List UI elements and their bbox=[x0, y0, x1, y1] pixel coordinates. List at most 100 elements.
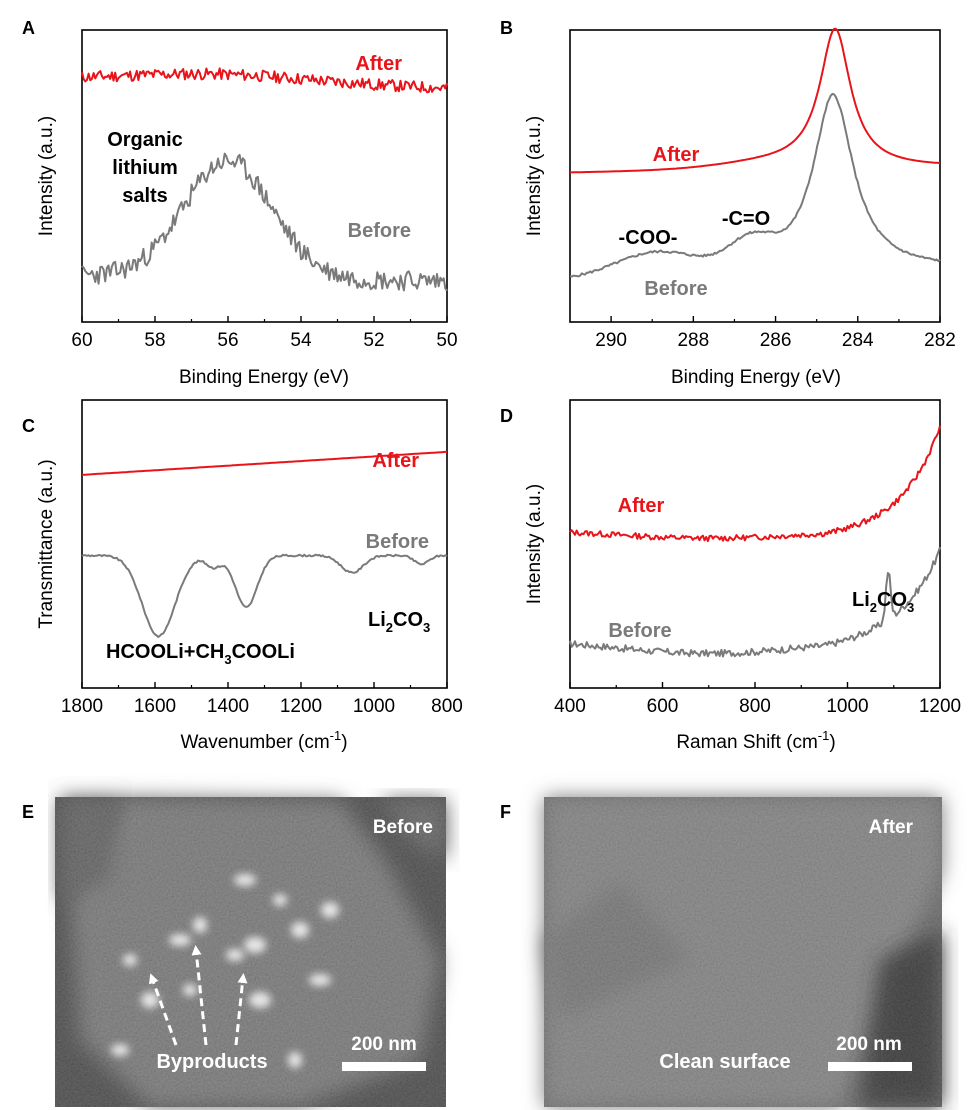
x-axis-label-text: Wavenumber (cm bbox=[180, 732, 329, 753]
series-after-line bbox=[570, 27, 941, 174]
arrow bbox=[148, 973, 178, 1046]
panel-e: E Before Byproducts 200 nm bbox=[22, 797, 446, 1107]
series-before-line bbox=[569, 92, 941, 278]
x-axis-label-sup: -1 bbox=[818, 728, 830, 743]
x-axis-label-text: Raman Shift (cm bbox=[676, 732, 817, 753]
series-before-label: Before bbox=[608, 620, 671, 642]
ann-text: Li bbox=[852, 589, 870, 611]
x-tick-label: 1200 bbox=[280, 696, 322, 717]
panel-f: F After Clean surface 200 nm bbox=[500, 797, 942, 1107]
scalebar bbox=[342, 1062, 426, 1071]
series-before-label: Before bbox=[366, 531, 429, 553]
byproduct-particle bbox=[249, 992, 271, 1008]
annotation-li2co3: Li2CO3 bbox=[852, 589, 914, 615]
ann-sub: 3 bbox=[423, 620, 430, 635]
scalebar bbox=[828, 1062, 912, 1071]
series-after-line bbox=[81, 67, 448, 94]
clean-surface-label: Clean surface bbox=[659, 1051, 790, 1073]
byproduct-particle bbox=[123, 954, 137, 966]
x-tick-label: 1200 bbox=[919, 696, 961, 717]
panel-a: A 60 58 56 54 52 50 Binding Energy (eV) Inten… bbox=[22, 18, 458, 388]
series-after-line bbox=[569, 425, 941, 543]
series-after-label: After bbox=[653, 144, 700, 166]
x-tick-label: 1600 bbox=[134, 696, 176, 717]
series-before-label: Before bbox=[348, 220, 411, 242]
image-label: Before bbox=[373, 817, 433, 838]
x-axis-label: Wavenumber (cm-1) bbox=[180, 728, 347, 753]
byproduct-particle bbox=[141, 992, 159, 1008]
annotation-line: Organic bbox=[107, 129, 183, 151]
panel-b: B 290 288 286 284 282 Binding Energy (eV) In… bbox=[500, 18, 956, 388]
ann-sub: 3 bbox=[224, 652, 231, 667]
ann-mid: CO bbox=[877, 589, 907, 611]
annotation-co: -C=O bbox=[722, 208, 770, 230]
byproduct-particle bbox=[309, 974, 331, 986]
ann-sub: 2 bbox=[386, 620, 393, 635]
panel-letter: F bbox=[500, 802, 511, 822]
series-after-label: After bbox=[355, 53, 402, 75]
annotation-line: lithium bbox=[112, 157, 178, 179]
arrow bbox=[234, 973, 248, 1046]
x-axis-label-end: ) bbox=[829, 732, 835, 753]
y-axis-label: Intensity (a.u.) bbox=[36, 116, 57, 236]
x-tick-label: 60 bbox=[71, 330, 92, 351]
byproduct-particle bbox=[288, 1052, 302, 1068]
plot-frame bbox=[569, 29, 941, 323]
x-tick-label: 1000 bbox=[353, 696, 395, 717]
x-tick-label: 1000 bbox=[826, 696, 868, 717]
x-tick-label: 282 bbox=[924, 330, 956, 351]
x-tick-label: 284 bbox=[842, 330, 874, 351]
ann-mid: CO bbox=[393, 609, 423, 631]
panel-letter: D bbox=[500, 406, 513, 426]
annotation-line: salts bbox=[122, 185, 168, 207]
x-tick-label: 58 bbox=[144, 330, 165, 351]
x-tick-label: 52 bbox=[363, 330, 384, 351]
panel-c: C 1800 1600 1400 1200 1000 800 Wavenumber (cm… bbox=[22, 399, 463, 753]
x-ticks: 400 600 800 1000 1200 bbox=[554, 682, 961, 717]
series-after-label: After bbox=[618, 495, 665, 517]
x-axis-label: Raman Shift (cm-1) bbox=[676, 728, 835, 753]
annotation-formates: HCOOLi+CH3COOLi bbox=[106, 641, 295, 667]
panel-letter: C bbox=[22, 416, 35, 436]
ann-text: HCOOLi+CH bbox=[106, 641, 224, 663]
arrow bbox=[191, 945, 208, 1046]
series-after-line bbox=[81, 450, 448, 476]
byproducts-label: Byproducts bbox=[156, 1051, 267, 1073]
x-tick-label: 1800 bbox=[61, 696, 103, 717]
x-ticks: 290 288 286 284 282 bbox=[595, 316, 956, 351]
series-before-label: Before bbox=[644, 278, 707, 300]
scalebar-label: 200 nm bbox=[351, 1034, 416, 1055]
x-axis-label-end: ) bbox=[341, 732, 347, 753]
byproduct-particle bbox=[193, 917, 207, 933]
x-tick-label: 290 bbox=[595, 330, 627, 351]
x-axis-label: Binding Energy (eV) bbox=[671, 367, 841, 388]
x-tick-label: 1400 bbox=[207, 696, 249, 717]
y-axis-label: Intensity (a.u.) bbox=[524, 116, 545, 236]
panel-letter: A bbox=[22, 18, 35, 38]
series-before-line bbox=[81, 553, 448, 638]
ann-sub: 3 bbox=[907, 600, 914, 615]
x-tick-label: 400 bbox=[554, 696, 586, 717]
x-tick-label: 56 bbox=[217, 330, 238, 351]
series-before-line bbox=[81, 152, 448, 292]
x-tick-label: 54 bbox=[290, 330, 312, 351]
ann-text: Li bbox=[368, 609, 386, 631]
x-ticks: 60 58 56 54 52 50 bbox=[71, 316, 458, 351]
sem-image-before bbox=[55, 797, 446, 1107]
x-tick-label: 600 bbox=[647, 696, 679, 717]
annotation-coo: -COO- bbox=[619, 227, 678, 249]
x-tick-label: 50 bbox=[436, 330, 457, 351]
byproduct-particle bbox=[273, 894, 287, 906]
series-after-label: After bbox=[372, 450, 419, 472]
panel-letter: B bbox=[500, 18, 513, 38]
ann-rest: COOLi bbox=[232, 641, 295, 663]
scalebar-label: 200 nm bbox=[836, 1034, 901, 1055]
x-axis-label: Binding Energy (eV) bbox=[179, 367, 349, 388]
byproduct-particle bbox=[244, 937, 266, 953]
annotation-li2co3: Li2CO3 bbox=[368, 609, 430, 635]
ann-sub: 2 bbox=[870, 600, 877, 615]
byproduct-particle bbox=[321, 902, 339, 918]
byproduct-particle bbox=[226, 949, 244, 961]
panel-letter: E bbox=[22, 802, 34, 822]
